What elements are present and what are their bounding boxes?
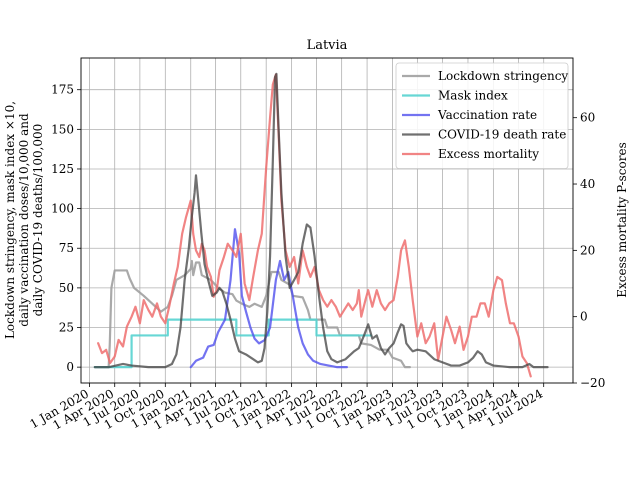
y-left-tick-label: 50 <box>59 281 74 295</box>
legend-box <box>395 62 569 169</box>
legend-entry-label: Excess mortality <box>438 147 539 161</box>
y-axis-right-label: Excess mortality P-scores <box>615 142 629 297</box>
y-left-tick-label: 0 <box>66 360 74 374</box>
legend-entry-label: Mask index <box>438 89 508 103</box>
y-left-tick-label: 150 <box>51 122 74 136</box>
legend-entry-label: Vaccination rate <box>437 108 537 122</box>
plot-frame <box>80 57 574 384</box>
y-right-tick-label: 0 <box>580 310 588 324</box>
y-right-tick-label: −20 <box>580 376 605 390</box>
legend: Lockdown stringency Mask index Vaccination… <box>395 62 569 169</box>
y-left-tick-label: 125 <box>51 162 74 176</box>
series-lines <box>93 72 549 378</box>
y-left-tick-label: 25 <box>59 321 74 335</box>
y-left-tick-label: 75 <box>59 241 74 255</box>
series-line-vaccination-rate <box>189 228 348 369</box>
legend-entry-label: COVID-19 death rate <box>438 128 566 142</box>
y-right-tick-label: 20 <box>580 243 595 257</box>
series-line-covid-19-death-rate <box>93 72 549 369</box>
y-axis-left-label-line-1: Lockdown stringency, mask index ×10, <box>3 101 17 339</box>
y-left-tick-label: 100 <box>51 202 74 216</box>
y-axis-left-label-line-2: daily vaccination doses/10,000 and <box>17 113 31 327</box>
legend-entry-label: Lockdown stringency <box>438 69 568 83</box>
chart-title: Latvia <box>307 38 348 53</box>
y-axis-left-label-line-3: daily COVID-19 deaths/100,000 <box>31 124 45 317</box>
series-line-mask-index <box>93 318 373 369</box>
y-right-tick-label: 60 <box>580 111 595 125</box>
y-right-tick-label: 40 <box>580 177 595 191</box>
series-line-excess-mortality <box>97 73 532 378</box>
y-left-tick-label: 175 <box>51 83 74 97</box>
